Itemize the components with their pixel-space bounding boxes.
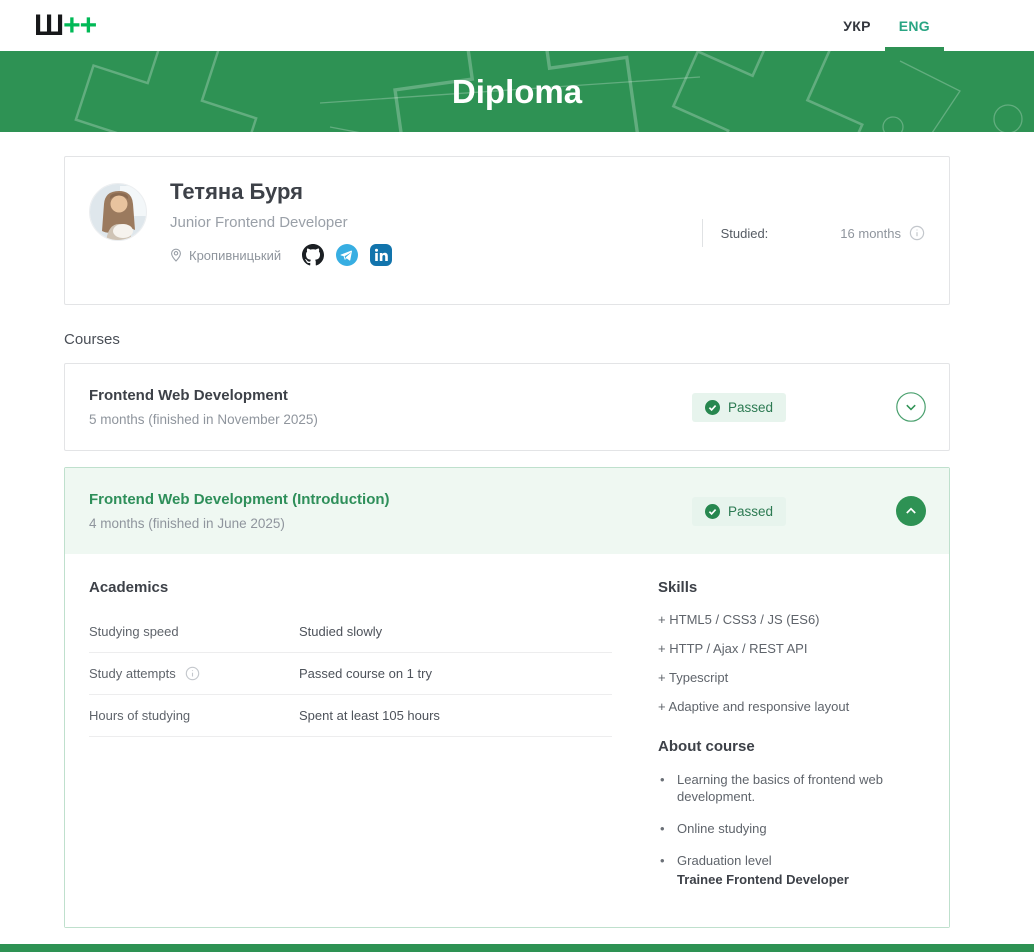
course-card-frontend-web-development: Frontend Web Development 5 months (finis…	[64, 363, 950, 451]
studied-summary: Studied: 16 months	[701, 219, 925, 247]
course-duration: 5 months (finished in November 2025)	[89, 412, 318, 427]
avatar	[89, 183, 147, 241]
about-course-list: Learning the basics of frontend web deve…	[658, 771, 925, 888]
linkedin-icon[interactable]	[370, 244, 393, 266]
course-duration: 4 months (finished in June 2025)	[89, 516, 285, 531]
profile-info: Тетяна Буря Junior Frontend Developer Кр…	[170, 179, 397, 266]
school-logo[interactable]: Ш++	[34, 0, 97, 51]
status-badge-label: Passed	[727, 399, 773, 415]
academics-row-label: Hours of studying	[89, 708, 191, 723]
studied-value: 16 months	[840, 225, 901, 241]
table-row: Studying speed Studied slowly	[89, 611, 613, 653]
page-banner: Diploma	[0, 51, 1034, 132]
main-content: Тетяна Буря Junior Frontend Developer Кр…	[0, 132, 1034, 928]
course-title: Frontend Web Development	[89, 387, 288, 404]
academics-row-label: Studying speed	[89, 624, 179, 639]
language-switcher: УКР ENG	[829, 0, 944, 51]
location-pin-icon	[170, 248, 182, 263]
graduation-level-value: Trainee Frontend Developer	[677, 872, 849, 887]
academics-section: Academics Studying speed Studied slowly …	[89, 579, 613, 903]
academics-row-value: Studied slowly	[299, 624, 383, 639]
status-badge: Passed	[691, 392, 786, 422]
profile-card: Тетяна Буря Junior Frontend Developer Кр…	[64, 156, 950, 305]
list-item: Online studying	[658, 820, 925, 837]
list-item: Learning the basics of frontend web deve…	[658, 771, 925, 805]
list-item: + Typescript	[658, 670, 729, 685]
course-card-frontend-web-development-introduction: Frontend Web Development (Introduction) …	[64, 467, 950, 928]
graduation-level-label: Graduation level	[677, 853, 772, 868]
course-header[interactable]: Frontend Web Development 5 months (finis…	[65, 364, 949, 450]
status-badge-label: Passed	[727, 503, 773, 519]
academics-table: Studying speed Studied slowly Study atte…	[89, 611, 613, 737]
list-item: + Adaptive and responsive layout	[658, 699, 850, 714]
skills-heading: Skills	[658, 579, 698, 596]
collapse-chevron-up-button[interactable]	[896, 496, 926, 526]
study-attempts-info-icon[interactable]	[185, 666, 200, 681]
list-item: + HTML5 / CSS3 / JS (ES6)	[658, 612, 820, 627]
about-course-section: About course Learning the basics of fron…	[658, 738, 925, 888]
list-item: Graduation level Trainee Frontend Develo…	[658, 852, 925, 888]
github-icon[interactable]	[302, 244, 325, 266]
skills-list: + HTML5 / CSS3 / JS (ES6) + HTTP / Ajax …	[658, 613, 925, 713]
profile-job-title: Junior Frontend Developer	[170, 214, 348, 231]
studied-label: Studied:	[720, 225, 769, 241]
academics-row-value: Passed course on 1 try	[299, 666, 432, 681]
status-badge: Passed	[691, 496, 786, 526]
course-details: Academics Studying speed Studied slowly …	[65, 554, 949, 927]
lang-ukr-button[interactable]: УКР	[843, 17, 871, 34]
footer-strip	[0, 944, 1034, 952]
academics-heading: Academics	[89, 579, 169, 596]
telegram-icon[interactable]	[336, 244, 359, 266]
page-title: Diploma	[451, 73, 583, 110]
list-item: + HTTP / Ajax / REST API	[658, 641, 808, 656]
lang-eng-button[interactable]: ENG	[884, 0, 944, 51]
check-circle-icon	[704, 399, 720, 415]
course-title: Frontend Web Development (Introduction)	[89, 491, 390, 508]
about-course-heading: About course	[658, 738, 755, 755]
table-row: Study attempts Passed course on 1 try	[89, 653, 613, 695]
studied-info-icon[interactable]	[909, 225, 925, 241]
logo-plus: ++	[63, 9, 97, 42]
check-circle-icon	[704, 503, 720, 519]
top-header: Ш++ УКР ENG	[0, 0, 1034, 51]
profile-location: Кропивницький	[189, 247, 282, 263]
courses-heading: Courses	[64, 331, 120, 348]
academics-row-value: Spent at least 105 hours	[299, 708, 440, 723]
course-header[interactable]: Frontend Web Development (Introduction) …	[65, 468, 949, 554]
expand-chevron-down-button[interactable]	[896, 392, 926, 422]
logo-sh: Ш	[34, 9, 64, 42]
profile-name: Тетяна Буря	[170, 179, 303, 204]
academics-row-label: Study attempts	[89, 666, 176, 681]
table-row: Hours of studying Spent at least 105 hou…	[89, 695, 613, 737]
skills-section: Skills + HTML5 / CSS3 / JS (ES6) + HTTP …	[658, 579, 925, 713]
banner-pattern-decor	[74, 51, 1023, 132]
vertical-divider	[701, 219, 703, 247]
